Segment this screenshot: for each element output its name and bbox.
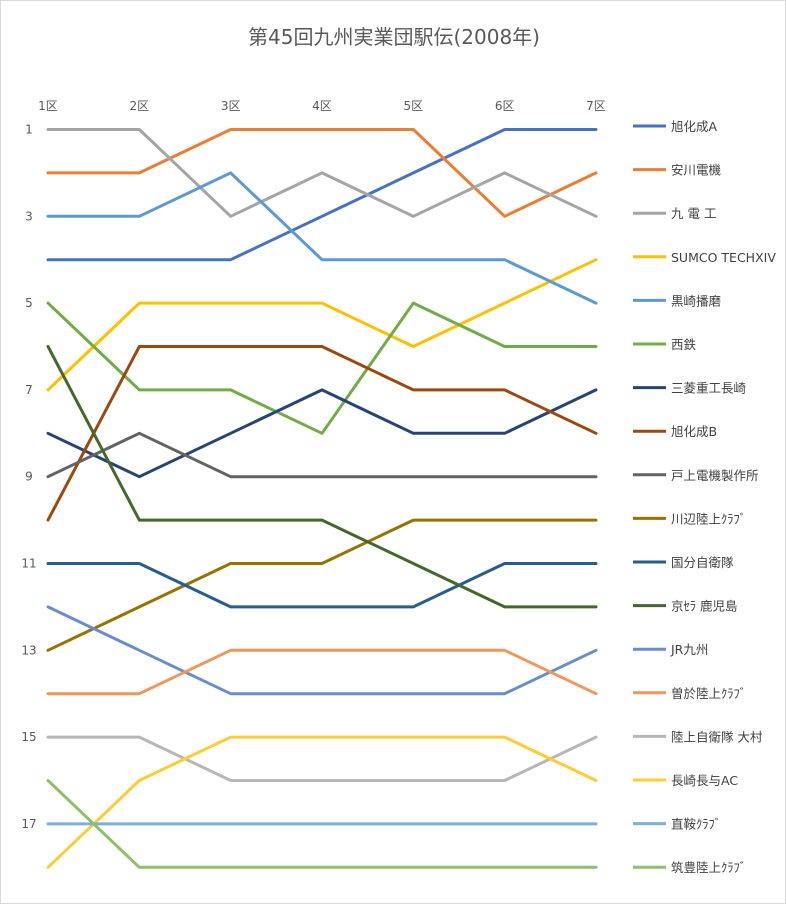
chart-title: 第45回九州実業団駅伝(2008年): [248, 25, 540, 49]
legend-item: 長崎長与AC: [633, 773, 738, 788]
y-tick-label: 11: [21, 557, 36, 571]
legend-label: 旭化成B: [671, 424, 717, 439]
legend-item: 京ｾﾗ 鹿児島: [633, 599, 737, 614]
y-tick-label: 3: [25, 209, 33, 223]
legend-label: 陸上自衛隊 大村: [671, 729, 763, 744]
series-line: [46, 258, 598, 392]
legend-item: 旭化成B: [633, 424, 717, 439]
x-tick-label: 4区: [312, 99, 332, 113]
legend-item: 戸上電機製作所: [633, 468, 759, 483]
series-line: [46, 779, 598, 869]
legend-label: 戸上電機製作所: [671, 468, 759, 483]
series-line: [46, 128, 598, 218]
x-tick-label: 2区: [130, 99, 150, 113]
x-tick-label: 1区: [38, 99, 58, 113]
series-line: [46, 345, 598, 609]
legend-label: 京ｾﾗ 鹿児島: [671, 599, 737, 614]
y-tick-label: 5: [25, 296, 33, 310]
series-line: [46, 171, 598, 305]
legend-label: SUMCO TECHXIV: [671, 250, 776, 265]
x-axis-labels: 1区 2区 3区 4区 5区 6区 7区: [38, 99, 606, 113]
legend-item: 安川電機: [633, 163, 722, 178]
legend-label: 筑豊陸上ｸﾗﾌﾞ: [671, 860, 746, 875]
legend-item: 三菱重工長崎: [633, 381, 747, 396]
series-line: [46, 518, 598, 652]
series-line: [46, 345, 598, 522]
series-line: [46, 128, 598, 262]
series-line: [46, 301, 598, 435]
legend-label: 国分自衛隊: [671, 555, 734, 570]
legend-label: 九 電 工: [671, 206, 716, 221]
legend-label: 直鞍ｸﾗﾌﾞ: [671, 817, 721, 832]
legend-label: 曽於陸上ｸﾗﾌﾞ: [671, 686, 746, 701]
legend-item: 筑豊陸上ｸﾗﾌﾞ: [633, 860, 746, 875]
series-line: [46, 605, 598, 696]
y-tick-label: 9: [25, 470, 33, 484]
legend-label: 旭化成A: [671, 119, 718, 134]
y-tick-label: 15: [21, 730, 36, 744]
legend-label: 西鉄: [671, 337, 697, 352]
series-line: [46, 388, 598, 479]
legend-item: JR九州: [633, 642, 708, 657]
x-tick-label: 6区: [495, 99, 515, 113]
y-tick-label: 7: [25, 383, 33, 397]
legend-item: 旭化成A: [633, 119, 718, 134]
legend-label: 川辺陸上ｸﾗﾌﾞ: [671, 511, 746, 526]
legend-item: 国分自衛隊: [633, 555, 734, 570]
y-tick-label: 1: [25, 123, 33, 137]
legend-label: 安川電機: [671, 163, 722, 178]
legend-label: 黒崎播磨: [671, 293, 722, 308]
series-lines: [46, 128, 598, 869]
x-tick-label: 5区: [404, 99, 424, 113]
legend-label: 三菱重工長崎: [671, 381, 747, 396]
legend-label: JR九州: [670, 642, 708, 657]
series-line: [46, 648, 598, 696]
series-line: [46, 128, 598, 218]
legend-item: SUMCO TECHXIV: [633, 250, 776, 265]
legend-item: 九 電 工: [633, 206, 716, 221]
x-tick-label: 3区: [221, 99, 241, 113]
legend-item: 西鉄: [633, 337, 697, 352]
legend-item: 黒崎播磨: [633, 293, 722, 308]
legend-label: 長崎長与AC: [671, 773, 738, 788]
legend-item: 直鞍ｸﾗﾌﾞ: [633, 817, 721, 832]
x-tick-label: 7区: [586, 99, 606, 113]
series-line: [46, 735, 598, 869]
legend-item: 曽於陸上ｸﾗﾌﾞ: [633, 686, 746, 701]
series-line: [46, 562, 598, 609]
y-tick-label: 17: [21, 817, 36, 831]
legend-item: 陸上自衛隊 大村: [633, 729, 763, 744]
series-line: [46, 735, 598, 782]
y-tick-label: 13: [21, 643, 36, 657]
legend-item: 川辺陸上ｸﾗﾌﾞ: [633, 511, 746, 526]
series-line: [46, 431, 598, 479]
